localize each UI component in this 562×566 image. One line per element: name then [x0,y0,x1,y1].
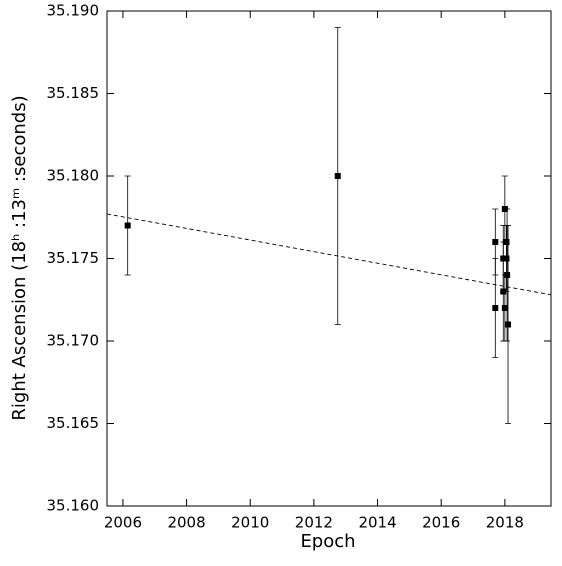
point [334,173,341,179]
fit-line [106,213,552,296]
y-tick-label: 35.160 [47,497,100,515]
x-tick-label: 2006 [104,514,142,532]
point [500,288,507,295]
x-tick-label: 2018 [486,514,524,532]
x-axis-label: Epoch [300,531,355,552]
y-tick-label: 35.190 [47,2,100,20]
point [124,222,131,229]
y-tick-label: 35.165 [47,414,100,432]
point [503,255,510,262]
point [505,321,512,328]
y-tick-label: 35.170 [47,332,100,350]
point [492,305,499,311]
plot-frame [106,10,552,507]
y-tick-label: 35.175 [47,249,100,267]
x-tick-label: 2014 [358,514,396,532]
point [492,239,499,245]
y-axis-label: Right Ascension (18ʰ :13ᵐ :seconds) [9,95,30,420]
point [501,305,508,311]
x-tick-label: 2012 [295,514,333,532]
x-tick-label: 2008 [167,514,205,532]
x-tick-label: 2010 [231,514,269,532]
x-tick-label: 2016 [422,514,460,532]
y-tick-label: 35.185 [47,84,100,102]
y-tick-label: 35.180 [47,167,100,185]
